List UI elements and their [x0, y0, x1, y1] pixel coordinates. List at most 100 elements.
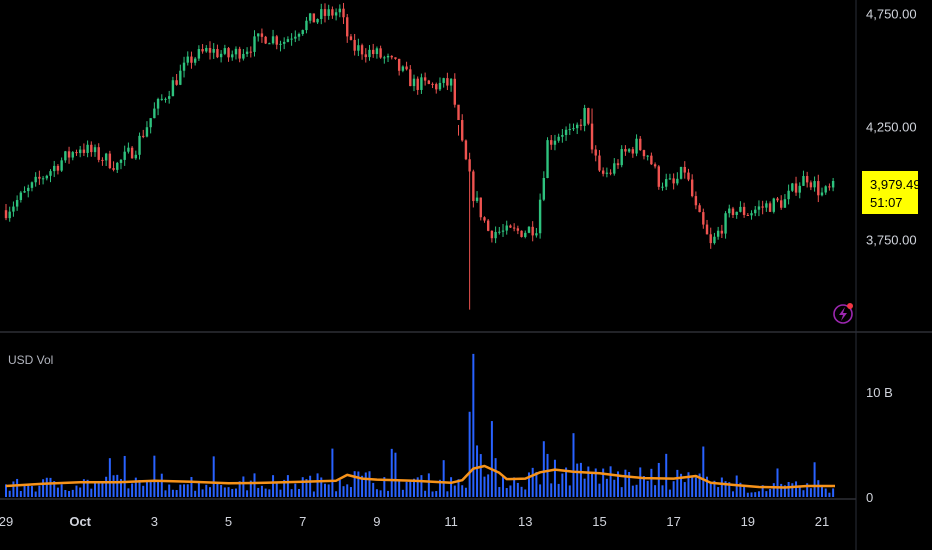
- volume-bar[interactable]: [94, 482, 97, 497]
- candle[interactable]: [509, 224, 512, 229]
- volume-bar[interactable]: [82, 479, 85, 497]
- candle[interactable]: [242, 49, 245, 61]
- candle[interactable]: [182, 56, 186, 78]
- candle[interactable]: [587, 107, 590, 126]
- volume-bar[interactable]: [409, 481, 412, 497]
- candle[interactable]: [383, 55, 386, 64]
- volume-bar[interactable]: [791, 483, 794, 497]
- volume-bar[interactable]: [56, 487, 59, 497]
- candle[interactable]: [160, 94, 163, 101]
- candle[interactable]: [153, 102, 156, 119]
- volume-bar[interactable]: [520, 486, 523, 497]
- volume-bar[interactable]: [123, 455, 126, 497]
- candle[interactable]: [245, 47, 249, 57]
- volume-bar[interactable]: [12, 481, 15, 497]
- volume-bar[interactable]: [769, 488, 772, 497]
- volume-bar[interactable]: [190, 476, 193, 497]
- volume-bar[interactable]: [568, 485, 571, 497]
- candle[interactable]: [824, 185, 827, 195]
- volume-bar[interactable]: [464, 487, 467, 497]
- volume-bar[interactable]: [832, 488, 835, 497]
- volume-bar[interactable]: [272, 475, 275, 497]
- candle[interactable]: [568, 123, 571, 135]
- candle[interactable]: [134, 150, 138, 160]
- candle[interactable]: [746, 213, 750, 216]
- candle[interactable]: [768, 201, 772, 213]
- volume-bar[interactable]: [598, 483, 601, 497]
- candle[interactable]: [546, 137, 549, 179]
- volume-bar[interactable]: [53, 481, 56, 497]
- volume-bar[interactable]: [505, 488, 508, 497]
- volume-bar[interactable]: [494, 458, 497, 497]
- candle[interactable]: [594, 145, 597, 162]
- volume-bar[interactable]: [160, 473, 163, 497]
- volume-bar[interactable]: [542, 441, 545, 497]
- candle[interactable]: [145, 121, 149, 138]
- candle[interactable]: [227, 46, 230, 62]
- volume-bar[interactable]: [205, 484, 208, 497]
- volume-bar[interactable]: [772, 483, 775, 497]
- volume-bar[interactable]: [309, 475, 312, 497]
- volume-bar[interactable]: [535, 471, 538, 497]
- candle[interactable]: [694, 191, 698, 210]
- candle[interactable]: [420, 73, 423, 94]
- candle[interactable]: [353, 33, 356, 56]
- candle[interactable]: [449, 78, 453, 92]
- candle[interactable]: [590, 108, 594, 154]
- candle[interactable]: [375, 46, 379, 59]
- volume-bar[interactable]: [450, 477, 453, 497]
- volume-bar[interactable]: [298, 488, 301, 497]
- candle[interactable]: [479, 197, 482, 221]
- volume-axis[interactable]: 10 B 0: [866, 385, 893, 505]
- candle[interactable]: [627, 148, 631, 153]
- volume-bar[interactable]: [223, 487, 226, 497]
- volume-bar[interactable]: [64, 489, 67, 497]
- candle[interactable]: [97, 143, 100, 163]
- candle[interactable]: [598, 150, 601, 172]
- candle[interactable]: [501, 224, 505, 237]
- volume-bar[interactable]: [761, 485, 764, 497]
- candle[interactable]: [464, 139, 468, 161]
- volume-bar[interactable]: [502, 476, 505, 497]
- candle[interactable]: [557, 133, 560, 143]
- candle[interactable]: [331, 6, 334, 19]
- candle[interactable]: [780, 195, 783, 210]
- volume-bar[interactable]: [565, 467, 568, 497]
- volume-bar[interactable]: [249, 480, 252, 497]
- candle[interactable]: [405, 61, 408, 71]
- candle[interactable]: [364, 48, 367, 63]
- candle[interactable]: [223, 44, 227, 56]
- candle[interactable]: [19, 190, 23, 203]
- candle[interactable]: [423, 72, 427, 86]
- volume-bar[interactable]: [279, 489, 282, 497]
- volume-bar[interactable]: [765, 491, 768, 497]
- volume-bar[interactable]: [19, 491, 22, 497]
- volume-bar[interactable]: [605, 478, 608, 497]
- candle[interactable]: [127, 142, 130, 154]
- volume-bar[interactable]: [587, 466, 590, 497]
- candle[interactable]: [561, 129, 564, 143]
- volume-bar[interactable]: [657, 462, 660, 497]
- volume-bar[interactable]: [717, 487, 720, 497]
- candle[interactable]: [831, 177, 835, 192]
- candle[interactable]: [71, 150, 74, 161]
- candle[interactable]: [90, 141, 93, 157]
- volume-bar[interactable]: [45, 477, 48, 497]
- candle[interactable]: [683, 161, 686, 179]
- volume-bar[interactable]: [5, 484, 7, 497]
- candle[interactable]: [142, 129, 145, 139]
- candle[interactable]: [4, 203, 8, 221]
- candle[interactable]: [297, 32, 301, 41]
- candle[interactable]: [23, 186, 26, 193]
- candle[interactable]: [728, 204, 731, 218]
- candle[interactable]: [368, 45, 371, 61]
- volume-bar[interactable]: [357, 471, 360, 497]
- volume-bar[interactable]: [290, 489, 293, 497]
- candle[interactable]: [576, 122, 579, 135]
- candle[interactable]: [601, 167, 605, 177]
- volume-bar[interactable]: [194, 490, 197, 497]
- candle[interactable]: [301, 29, 304, 36]
- candle[interactable]: [520, 230, 523, 238]
- candle[interactable]: [828, 183, 831, 191]
- volume-bar[interactable]: [661, 485, 664, 497]
